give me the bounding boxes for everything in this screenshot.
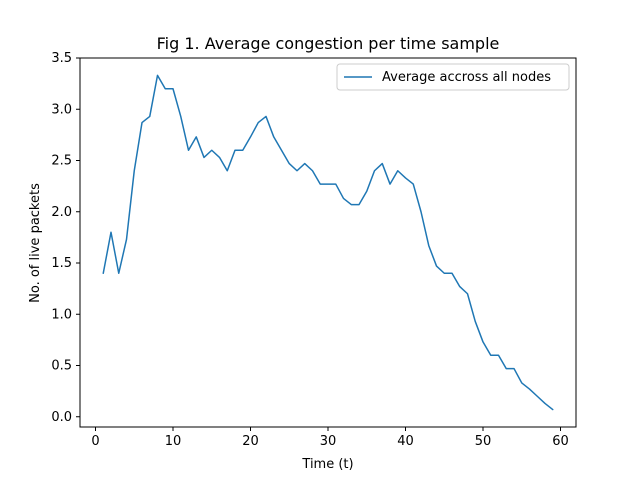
chart-title: Fig 1. Average congestion per time sampl… xyxy=(157,34,500,53)
x-axis-ticks: 0 10 20 30 40 50 60 xyxy=(91,427,569,449)
x-tick-label: 60 xyxy=(552,434,569,449)
x-tick-label: 50 xyxy=(475,434,492,449)
legend-label: Average accross all nodes xyxy=(382,70,551,85)
x-tick-label: 30 xyxy=(320,434,337,449)
series-group xyxy=(102,74,554,411)
series-line xyxy=(102,74,554,411)
legend: Average accross all nodes xyxy=(336,63,570,91)
y-axis-label: No. of live packets xyxy=(28,183,43,303)
x-tick-label: 0 xyxy=(91,434,99,449)
plot-frame xyxy=(79,57,577,428)
y-tick-label: 2.0 xyxy=(51,205,72,220)
y-tick-label: 3.5 xyxy=(51,51,72,66)
y-tick-label: 2.5 xyxy=(51,154,72,169)
y-axis-ticks: 0.0 0.5 1.0 1.5 2.0 2.5 3.0 3.5 xyxy=(51,51,80,425)
x-tick-label: 10 xyxy=(165,434,182,449)
y-tick-label: 0.5 xyxy=(51,359,72,374)
x-tick-label: 20 xyxy=(242,434,259,449)
x-tick-label: 40 xyxy=(397,434,414,449)
y-tick-label: 1.0 xyxy=(51,307,72,322)
legend-box xyxy=(336,63,570,91)
x-axis-label: Time (t) xyxy=(301,457,353,472)
y-tick-label: 3.0 xyxy=(51,102,72,117)
y-tick-label: 0.0 xyxy=(51,410,72,425)
y-tick-label: 1.5 xyxy=(51,256,72,271)
